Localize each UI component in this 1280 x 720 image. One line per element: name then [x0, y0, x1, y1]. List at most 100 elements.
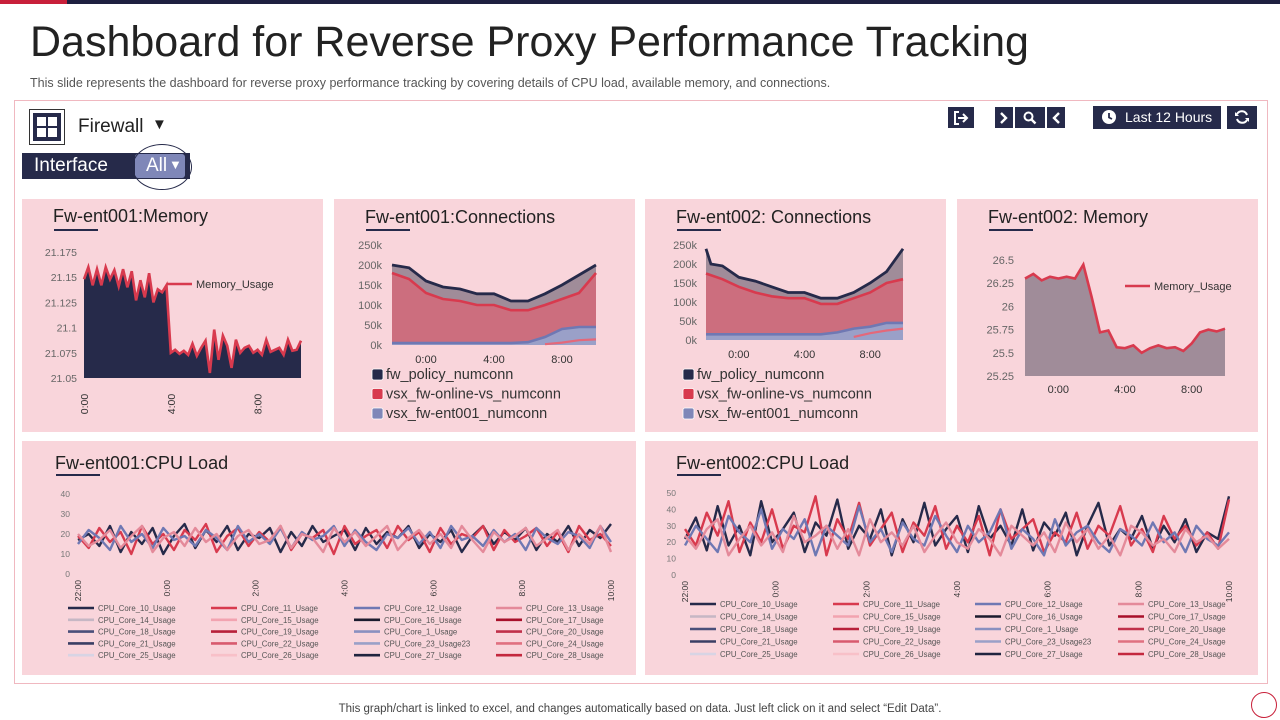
cpu-fw-ent002-title: Fw-ent002:CPU Load — [676, 453, 850, 473]
y-tick-label: 100k — [358, 300, 382, 312]
firewall-selector-label[interactable]: Firewall — [78, 116, 144, 137]
search-icon — [1023, 111, 1037, 124]
export-button[interactable] — [948, 107, 974, 128]
grid-icon-cell — [37, 128, 46, 137]
y-tick-label: 10 — [667, 554, 677, 564]
x-tick-label: 2:00 — [251, 580, 261, 597]
x-tick-label: 4:00 — [1114, 384, 1135, 396]
x-tick-label: 8:00 — [551, 354, 572, 366]
x-tick-label: 4:00 — [166, 394, 178, 415]
y-tick-label: 25.25 — [986, 371, 1014, 383]
legend-label: Memory_Usage — [1154, 281, 1232, 293]
previous-button[interactable] — [1047, 107, 1065, 128]
cpu-series-line — [77, 524, 613, 554]
y-tick-label: 250k — [673, 240, 697, 252]
search-button[interactable] — [1015, 107, 1045, 128]
memory-fw-ent002-title: Fw-ent002: Memory — [988, 207, 1149, 227]
legend-swatch — [371, 388, 384, 400]
legend-label: CPU_Core_14_Usage — [98, 616, 176, 625]
legend-swatch — [682, 368, 695, 381]
legend-label: fw_policy_numconn — [386, 367, 513, 383]
legend-label: vsx_fw-ent001_numconn — [386, 406, 547, 422]
refresh-icon — [1235, 110, 1249, 124]
legend-label: CPU_Core_10_Usage — [720, 600, 798, 609]
legend-label: CPU_Core_20_Usage — [526, 628, 604, 637]
x-tick-label: 0:00 — [1048, 384, 1069, 396]
legend-label: CPU_Core_16_Usage — [384, 616, 462, 625]
y-tick-label: 20 — [667, 537, 677, 547]
y-tick-label: 0k — [685, 335, 697, 347]
page-title: Dashboard for Reverse Proxy Performance … — [30, 18, 1029, 66]
interface-label: Interface — [34, 155, 108, 176]
top-accent-bar — [0, 0, 1280, 4]
legend-swatch — [371, 368, 384, 381]
legend-label: CPU_Core_13_Usage — [1148, 600, 1226, 609]
legend-label: CPU_Core_1_Usage — [384, 628, 457, 637]
legend-swatch — [682, 407, 695, 420]
cpu-series-line — [77, 522, 612, 556]
next-button[interactable] — [995, 107, 1013, 128]
connections-fw-ent002-chart: 250k 200k 150k 100k 50k 0k 0:00 4:00 8:00 fw_poli… — [673, 240, 905, 422]
memory-fw-ent001-title: Fw-ent001:Memory — [53, 206, 209, 226]
ent001-overlay-line — [853, 327, 904, 339]
x-tick-label: 8:00 — [253, 394, 265, 415]
title-underline — [677, 229, 721, 231]
online-vs-area — [706, 273, 903, 340]
dashboard-grid-icon[interactable] — [29, 109, 65, 145]
title-underline — [366, 229, 410, 231]
grid-icon-cell — [48, 128, 57, 137]
y-tick-label: 21.125 — [45, 297, 77, 309]
memory-line — [82, 262, 303, 374]
legend-label: CPU_Core_11_Usage — [863, 600, 940, 609]
online-vs-area — [392, 273, 596, 345]
fw-policy-line — [704, 247, 905, 300]
legend-label: CPU_Core_25_Usage — [720, 650, 798, 659]
legend-label: CPU_Core_18_Usage — [98, 628, 176, 637]
y-tick-label: 26 — [1002, 301, 1014, 313]
y-tick-label: 20 — [61, 529, 71, 539]
connections-fw-ent001-title: Fw-ent001:Connections — [365, 207, 556, 227]
y-tick-label: 0 — [65, 569, 70, 579]
x-tick-label: 0:00 — [415, 354, 436, 366]
legend-label: vsx_fw-online-vs_numconn — [386, 387, 561, 403]
y-tick-label: 0 — [671, 570, 676, 580]
ent001-area — [706, 322, 903, 340]
cpu-panel-fw-ent002 — [645, 441, 1258, 675]
x-tick-label: 22:00 — [680, 581, 690, 603]
y-tick-label: 21.175 — [45, 247, 77, 259]
title-underline — [677, 474, 721, 476]
grid-icon-cell — [37, 117, 46, 126]
legend-label: CPU_Core_15_Usage — [241, 616, 319, 625]
y-tick-label: 21.15 — [51, 272, 77, 284]
legend-label: CPU_Core_24_Usage — [1148, 638, 1226, 647]
cpu-fw-ent002-chart: 50 40 30 20 10 0 22:00 0:00 2:00 4:00 6:00 8:00 10:0… — [667, 488, 1234, 659]
y-tick-label: 21.05 — [51, 373, 77, 385]
legend-label: CPU_Core_13_Usage — [526, 604, 604, 613]
cpu-series-line — [683, 504, 1230, 557]
online-vs-line — [705, 272, 904, 306]
legend-label: vsx_fw-ent001_numconn — [697, 406, 858, 422]
footer-note: This graph/chart is linked to excel, and… — [338, 703, 942, 715]
cpu-panel-fw-ent001 — [22, 441, 636, 675]
refresh-button[interactable] — [1227, 106, 1257, 129]
y-tick-label: 0k — [370, 340, 382, 352]
time-range-button[interactable]: Last 12 Hours — [1093, 106, 1221, 129]
online-vs-line — [391, 271, 597, 312]
legend-label: CPU_Core_25_Usage — [98, 651, 176, 660]
y-tick-label: 200k — [673, 259, 697, 271]
chevron-right-icon — [1000, 111, 1008, 124]
title-underline — [56, 474, 100, 476]
firewall-dropdown-icon[interactable]: ▼ — [152, 116, 167, 133]
legend-label: CPU_Core_11_Usage — [241, 604, 318, 613]
y-tick-label: 150k — [673, 278, 697, 290]
top-accent-red — [0, 0, 67, 4]
x-tick-label: 10:00 — [1224, 581, 1234, 603]
legend-label: CPU_Core_1_Usage — [1005, 625, 1078, 634]
fw-policy-line — [391, 263, 597, 303]
corner-decoration — [1251, 692, 1277, 718]
y-tick-label: 26.5 — [993, 255, 1014, 267]
y-tick-label: 40 — [61, 489, 71, 499]
grid-icon-cell — [48, 117, 57, 126]
legend-label: CPU_Core_12_Usage — [1005, 600, 1083, 609]
memory-panel-fw-ent001 — [22, 199, 323, 432]
